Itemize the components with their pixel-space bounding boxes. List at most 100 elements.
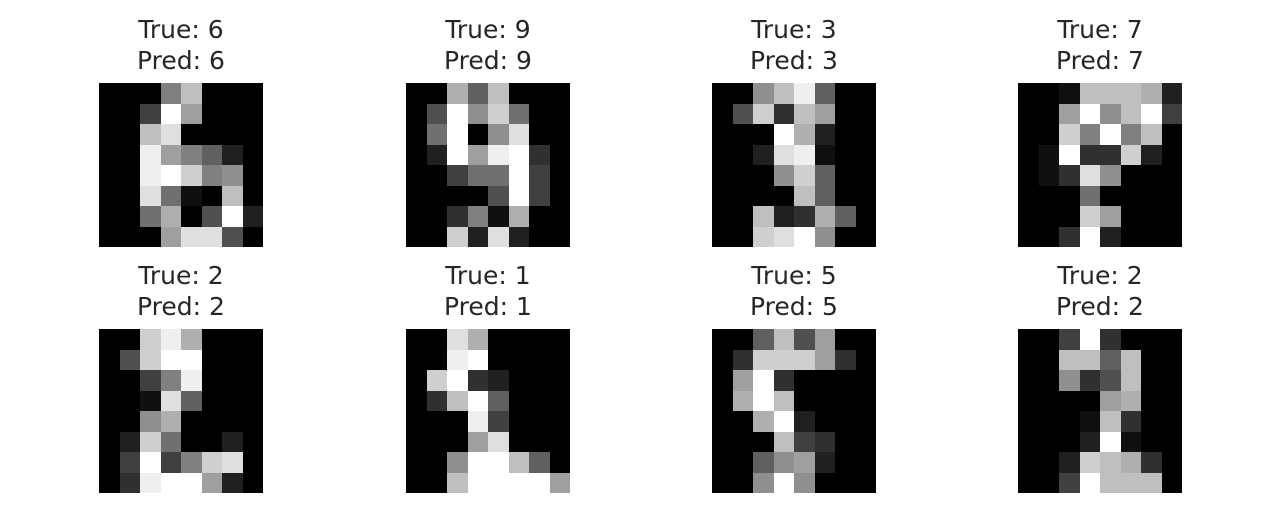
digit-pixel xyxy=(427,432,448,453)
digit-pixel xyxy=(488,329,509,350)
digit-pixel xyxy=(529,165,550,186)
digit-pixel xyxy=(1059,432,1080,453)
digit-pixel xyxy=(120,391,141,412)
digit-pixel xyxy=(1059,104,1080,125)
digit-pixel xyxy=(161,391,182,412)
digit-pixel xyxy=(161,83,182,104)
digit-pixel xyxy=(1018,83,1039,104)
digit-pixel xyxy=(1121,391,1142,412)
digit-pixel xyxy=(753,391,774,412)
digit-pixel xyxy=(733,452,754,473)
digit-pixel xyxy=(120,411,141,432)
digit-pixel xyxy=(550,329,571,350)
digit-pixel xyxy=(447,186,468,207)
digit-pixel xyxy=(181,145,202,166)
digit-pixel xyxy=(406,391,427,412)
digit-pixel xyxy=(488,370,509,391)
digit-pixel xyxy=(712,145,733,166)
digit-pixel xyxy=(427,227,448,248)
digit-pixel xyxy=(427,329,448,350)
digit-pixel xyxy=(835,350,856,371)
digit-pixel xyxy=(468,370,489,391)
digit-pixel xyxy=(1162,411,1183,432)
digit-image xyxy=(406,83,570,247)
digit-pixel xyxy=(488,124,509,145)
digit-pixel xyxy=(1100,432,1121,453)
digit-pixel xyxy=(509,227,530,248)
digit-pixel xyxy=(1141,206,1162,227)
digit-pixel xyxy=(856,473,877,494)
digit-pixel xyxy=(202,473,223,494)
digit-pixel xyxy=(1100,452,1121,473)
digit-pixel xyxy=(1059,145,1080,166)
digit-pixel xyxy=(815,452,836,473)
digit-pixel xyxy=(794,206,815,227)
digit-pixel xyxy=(753,165,774,186)
digit-pixel xyxy=(243,452,264,473)
digit-panel-3: True: 3 Pred: 3 xyxy=(679,14,909,264)
digit-pixel xyxy=(427,124,448,145)
digit-pixel xyxy=(468,165,489,186)
digit-pixel xyxy=(1100,124,1121,145)
digit-pixel xyxy=(1121,473,1142,494)
digit-pixel xyxy=(835,206,856,227)
digit-pixel xyxy=(774,473,795,494)
digit-pixel xyxy=(1059,329,1080,350)
true-label: True: 9 xyxy=(373,14,603,45)
digit-pixel xyxy=(427,452,448,473)
digit-pixel xyxy=(712,104,733,125)
panel-title: True: 7 Pred: 7 xyxy=(985,14,1215,76)
digit-pixel xyxy=(550,370,571,391)
digit-pixel xyxy=(427,83,448,104)
digit-pixel xyxy=(99,206,120,227)
digit-pixel xyxy=(1121,145,1142,166)
digit-pixel xyxy=(1141,145,1162,166)
digit-pixel xyxy=(856,124,877,145)
digit-pixel xyxy=(1059,165,1080,186)
digit-pixel xyxy=(99,473,120,494)
digit-pixel xyxy=(794,83,815,104)
digit-pixel xyxy=(733,206,754,227)
digit-pixel xyxy=(856,206,877,227)
digit-pixel xyxy=(1080,124,1101,145)
digit-pixel xyxy=(835,391,856,412)
digit-pixel xyxy=(1141,186,1162,207)
digit-pixel xyxy=(427,104,448,125)
digit-pixel xyxy=(835,124,856,145)
digit-pixel xyxy=(509,473,530,494)
digit-pixel xyxy=(1162,473,1183,494)
digit-pixel xyxy=(468,350,489,371)
digit-pixel xyxy=(140,411,161,432)
digit-pixel xyxy=(222,452,243,473)
digit-pixel xyxy=(140,350,161,371)
digit-pixel xyxy=(222,186,243,207)
digit-pixel xyxy=(1141,124,1162,145)
digit-pixel xyxy=(1018,145,1039,166)
digit-pixel xyxy=(181,165,202,186)
digit-pixel xyxy=(181,124,202,145)
digit-pixel xyxy=(447,124,468,145)
digit-pixel xyxy=(1121,104,1142,125)
digit-pixel xyxy=(488,206,509,227)
digit-pixel xyxy=(1121,452,1142,473)
digit-pixel xyxy=(529,432,550,453)
digit-pixel xyxy=(447,473,468,494)
digit-pixel xyxy=(550,145,571,166)
digit-pixel xyxy=(835,411,856,432)
digit-pixel xyxy=(406,432,427,453)
digit-pixel xyxy=(509,350,530,371)
digit-pixel xyxy=(99,83,120,104)
predicted-label: Pred: 2 xyxy=(66,291,296,322)
digit-pixel xyxy=(712,350,733,371)
digit-pixel xyxy=(1162,165,1183,186)
digit-pixel xyxy=(794,165,815,186)
true-label: True: 5 xyxy=(679,260,909,291)
digit-pixel xyxy=(1018,165,1039,186)
digit-pixel xyxy=(509,452,530,473)
digit-pixel xyxy=(733,83,754,104)
digit-pixel xyxy=(794,370,815,391)
digit-pixel xyxy=(140,452,161,473)
panel-title: True: 3 Pred: 3 xyxy=(679,14,909,76)
digit-pixel xyxy=(1039,227,1060,248)
digit-pixel xyxy=(161,227,182,248)
